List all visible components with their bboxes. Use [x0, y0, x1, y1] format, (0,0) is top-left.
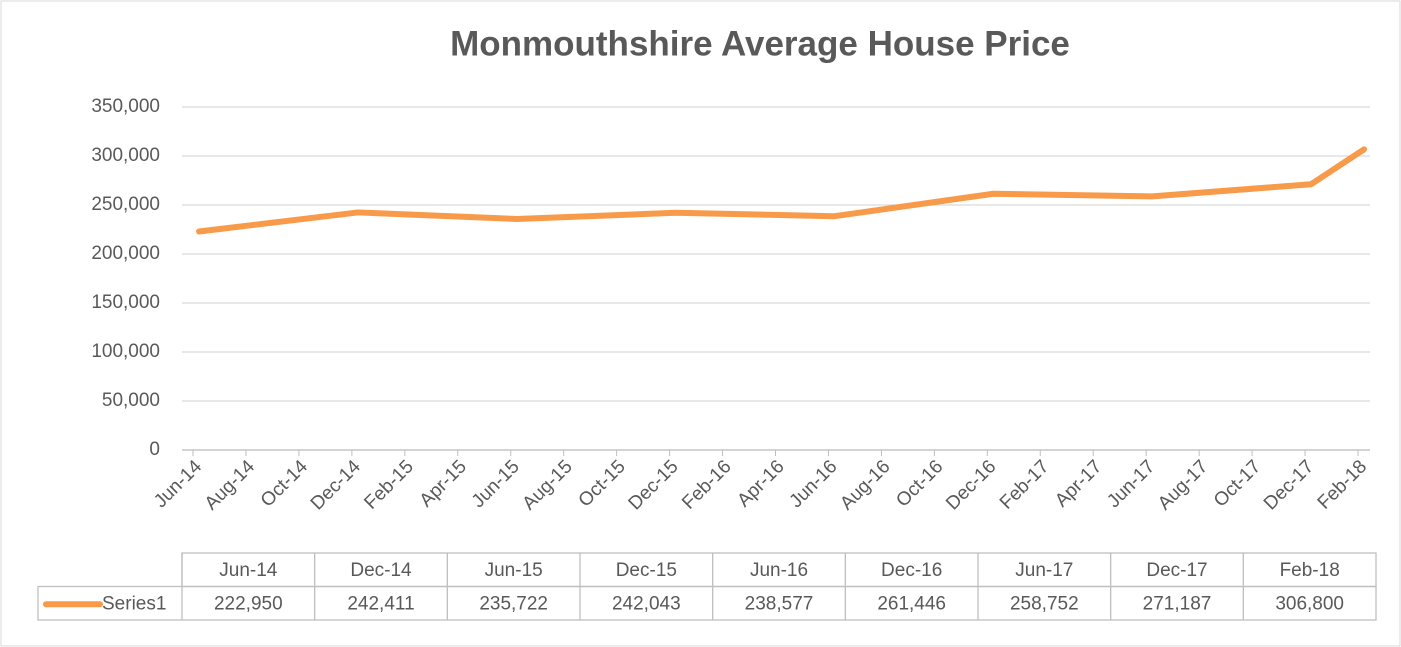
table-header: Jun-15	[485, 560, 543, 581]
table-value: 258,752	[1010, 593, 1079, 614]
y-tick-label: 200,000	[91, 243, 160, 264]
table-value: 242,411	[347, 593, 414, 614]
y-tick-label: 50,000	[102, 390, 160, 411]
y-tick-label: 350,000	[91, 96, 160, 117]
table-value: 242,043	[612, 593, 681, 614]
table-header: Dec-16	[881, 560, 942, 581]
y-tick-label: 150,000	[91, 292, 160, 313]
table-header: Dec-14	[350, 560, 412, 581]
table-data-row	[37, 585, 1377, 621]
table-value: 271,187	[1143, 593, 1212, 614]
table-header: Feb-18	[1280, 560, 1340, 581]
y-tick-label: 0	[149, 439, 160, 460]
table-value: 222,950	[214, 593, 283, 614]
table-value: 261,446	[877, 593, 946, 614]
table-header: Dec-17	[1146, 560, 1207, 581]
table-value: 235,722	[479, 593, 548, 614]
table-value: 238,577	[745, 593, 814, 614]
y-tick-label: 100,000	[91, 341, 160, 362]
table-header: Jun-16	[750, 560, 808, 581]
y-tick-label: 250,000	[91, 194, 160, 215]
series-line	[196, 146, 1367, 235]
table-header: Jun-14	[219, 560, 278, 581]
y-tick-label: 300,000	[91, 145, 160, 166]
table-value: 306,800	[1275, 593, 1344, 614]
table-header: Dec-15	[616, 560, 677, 581]
chart-title: Monmouthshire Average House Price	[450, 24, 1070, 63]
table-header: Jun-17	[1015, 560, 1073, 581]
legend-label: Series1	[102, 593, 166, 614]
